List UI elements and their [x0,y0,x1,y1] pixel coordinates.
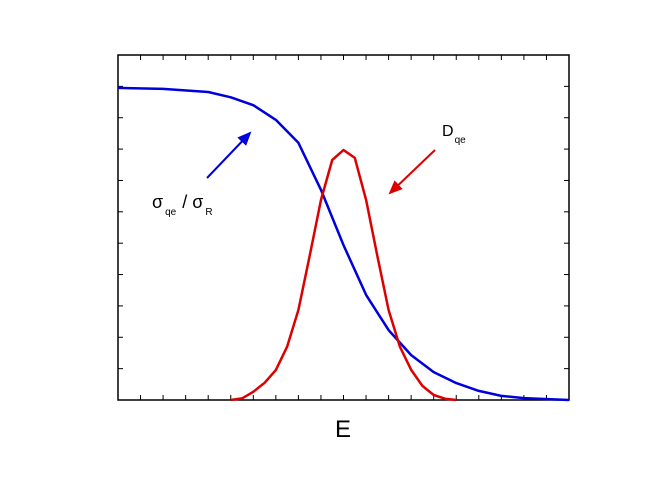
annotation-part: qe [455,135,467,146]
annotation: σqe / σR [152,192,213,218]
line [230,148,457,402]
annotation-part: qe [165,207,177,218]
annotation-part: σ [152,192,163,212]
annotation-part: R [205,207,212,218]
annotation-part: / σ [182,192,203,212]
line [117,86,570,402]
annotation: Dqe [442,123,466,146]
plot-frame [117,54,570,401]
annotation-part: D [442,123,454,140]
arrow [388,149,436,195]
x-axis-label: E [335,416,351,443]
arrow [206,131,252,179]
